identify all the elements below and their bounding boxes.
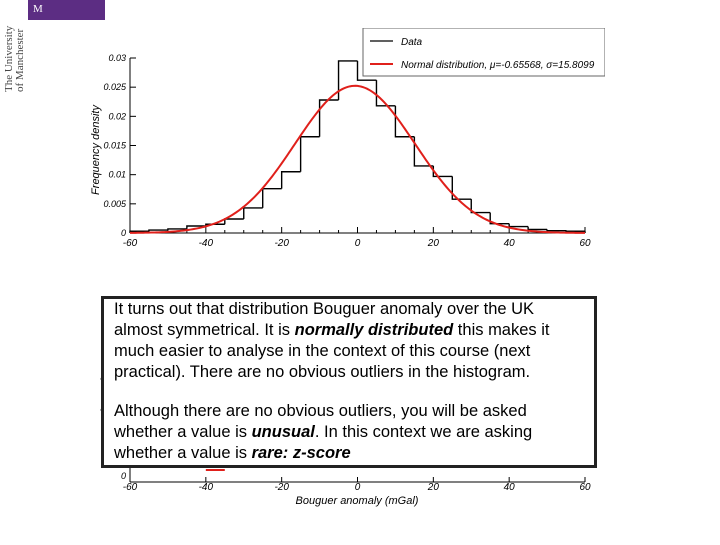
x-tick-label: -40 xyxy=(199,238,214,249)
x-tick-label-repeat: 20 xyxy=(427,482,440,493)
histogram-bin xyxy=(546,229,567,232)
x-tick-label: 40 xyxy=(504,238,516,249)
histogram-bin xyxy=(167,228,187,231)
histogram-chart: 0 0.005 0.01 0.015 0.02 0.025 0.03 -60 -40 -20 0 20… xyxy=(85,27,606,260)
logo-line-2: of Manchester xyxy=(14,28,26,92)
histogram-bin xyxy=(318,99,339,137)
y-tick-label: 0.015 xyxy=(103,141,127,151)
x-axis-label: Bouguer anomaly (mGal) xyxy=(296,495,419,507)
callout-p2-text-b: . In this context we are asking whether … xyxy=(114,423,533,462)
callout-p1-text-b: this makes it much easier to analyse in … xyxy=(114,321,550,381)
logo-badge-letter: M xyxy=(33,3,43,15)
y-tick-label: 0.025 xyxy=(103,82,127,92)
histogram-bin xyxy=(489,212,510,225)
y-axis-label: Frequency density xyxy=(90,104,102,195)
repeated-chart-axis-svg: 0-60 -40 -20 0 20 40 60 Bouguer anomaly (mGal) xyxy=(121,468,591,507)
repeated-chart-axis: 0 -60 -40 -20 0 20 40 60 Bouguer anomaly (mGal) xyxy=(85,440,605,540)
y-tick-label: 0.005 xyxy=(103,199,127,209)
explanation-callout: It turns out that distribution Bouguer a… xyxy=(101,296,597,468)
normal-fit-curve xyxy=(129,84,586,234)
callout-p1-text-a: It turns out that distribution Bouguer a… xyxy=(114,300,535,339)
histogram-bin xyxy=(186,225,206,229)
histogram-bin xyxy=(565,230,585,232)
x-tick-label: 20 xyxy=(427,238,440,249)
histogram-chart-svg: 0 0.005 0.01 0.015 0.02 0.025 0.03 -60 -40 -20 0 20… xyxy=(85,27,606,260)
x-tick-label-repeat: -40 xyxy=(199,482,214,493)
histogram-bin xyxy=(337,60,358,100)
histogram-bin xyxy=(451,176,472,200)
legend-box xyxy=(362,27,606,77)
histogram-bin xyxy=(527,226,548,231)
histogram-bin xyxy=(356,60,377,81)
x-tick-label: -60 xyxy=(123,238,138,249)
x-tick-label-repeat: 60 xyxy=(579,482,591,493)
y-tick-label: 0.03 xyxy=(108,53,126,63)
histogram-bin xyxy=(470,199,491,214)
y-tick-label: 0.02 xyxy=(108,111,126,121)
legend-entry-fit: Normal distribution, μ=-0.65568, σ=15.80… xyxy=(401,60,595,71)
histogram-bin xyxy=(148,229,168,232)
x-tick-label: 60 xyxy=(579,238,591,249)
callout-paragraph-2: Although there are no obvious outliers, … xyxy=(114,401,584,464)
x-tick-label: 0 xyxy=(355,238,361,249)
callout-paragraph-1: It turns out that distribution Bouguer a… xyxy=(114,299,584,383)
y-tick-label: 0 xyxy=(121,228,126,238)
x-tick-label-repeat: -60 xyxy=(123,482,138,493)
legend-entry-data: Data xyxy=(401,37,423,48)
chart-legend: Data Normal distribution, μ=-0.65568, σ=… xyxy=(362,27,606,77)
callout-p1-emphasis: normally distributed xyxy=(294,321,454,339)
x-tick-label-repeat: 0 xyxy=(355,482,361,493)
x-tick-label-repeat: -20 xyxy=(274,482,289,493)
callout-p2-emphasis-unusual: unusual xyxy=(251,423,315,441)
histogram-bin xyxy=(280,171,301,189)
histogram-bin xyxy=(375,80,396,107)
x-tick-label-repeat: 40 xyxy=(504,482,516,493)
callout-p2-text-a: Although there are no obvious outliers, … xyxy=(114,402,527,441)
university-logo-text: The University of Manchester xyxy=(3,26,26,92)
y-tick-label: 0.01 xyxy=(108,170,126,180)
x-tick-label: -20 xyxy=(274,238,289,249)
y-tick-label-repeat: 0 xyxy=(121,471,126,481)
university-logo-badge: M xyxy=(28,0,105,20)
callout-p2-emphasis-zscore: rare: z-score xyxy=(251,444,351,462)
histogram-bin xyxy=(413,136,434,167)
